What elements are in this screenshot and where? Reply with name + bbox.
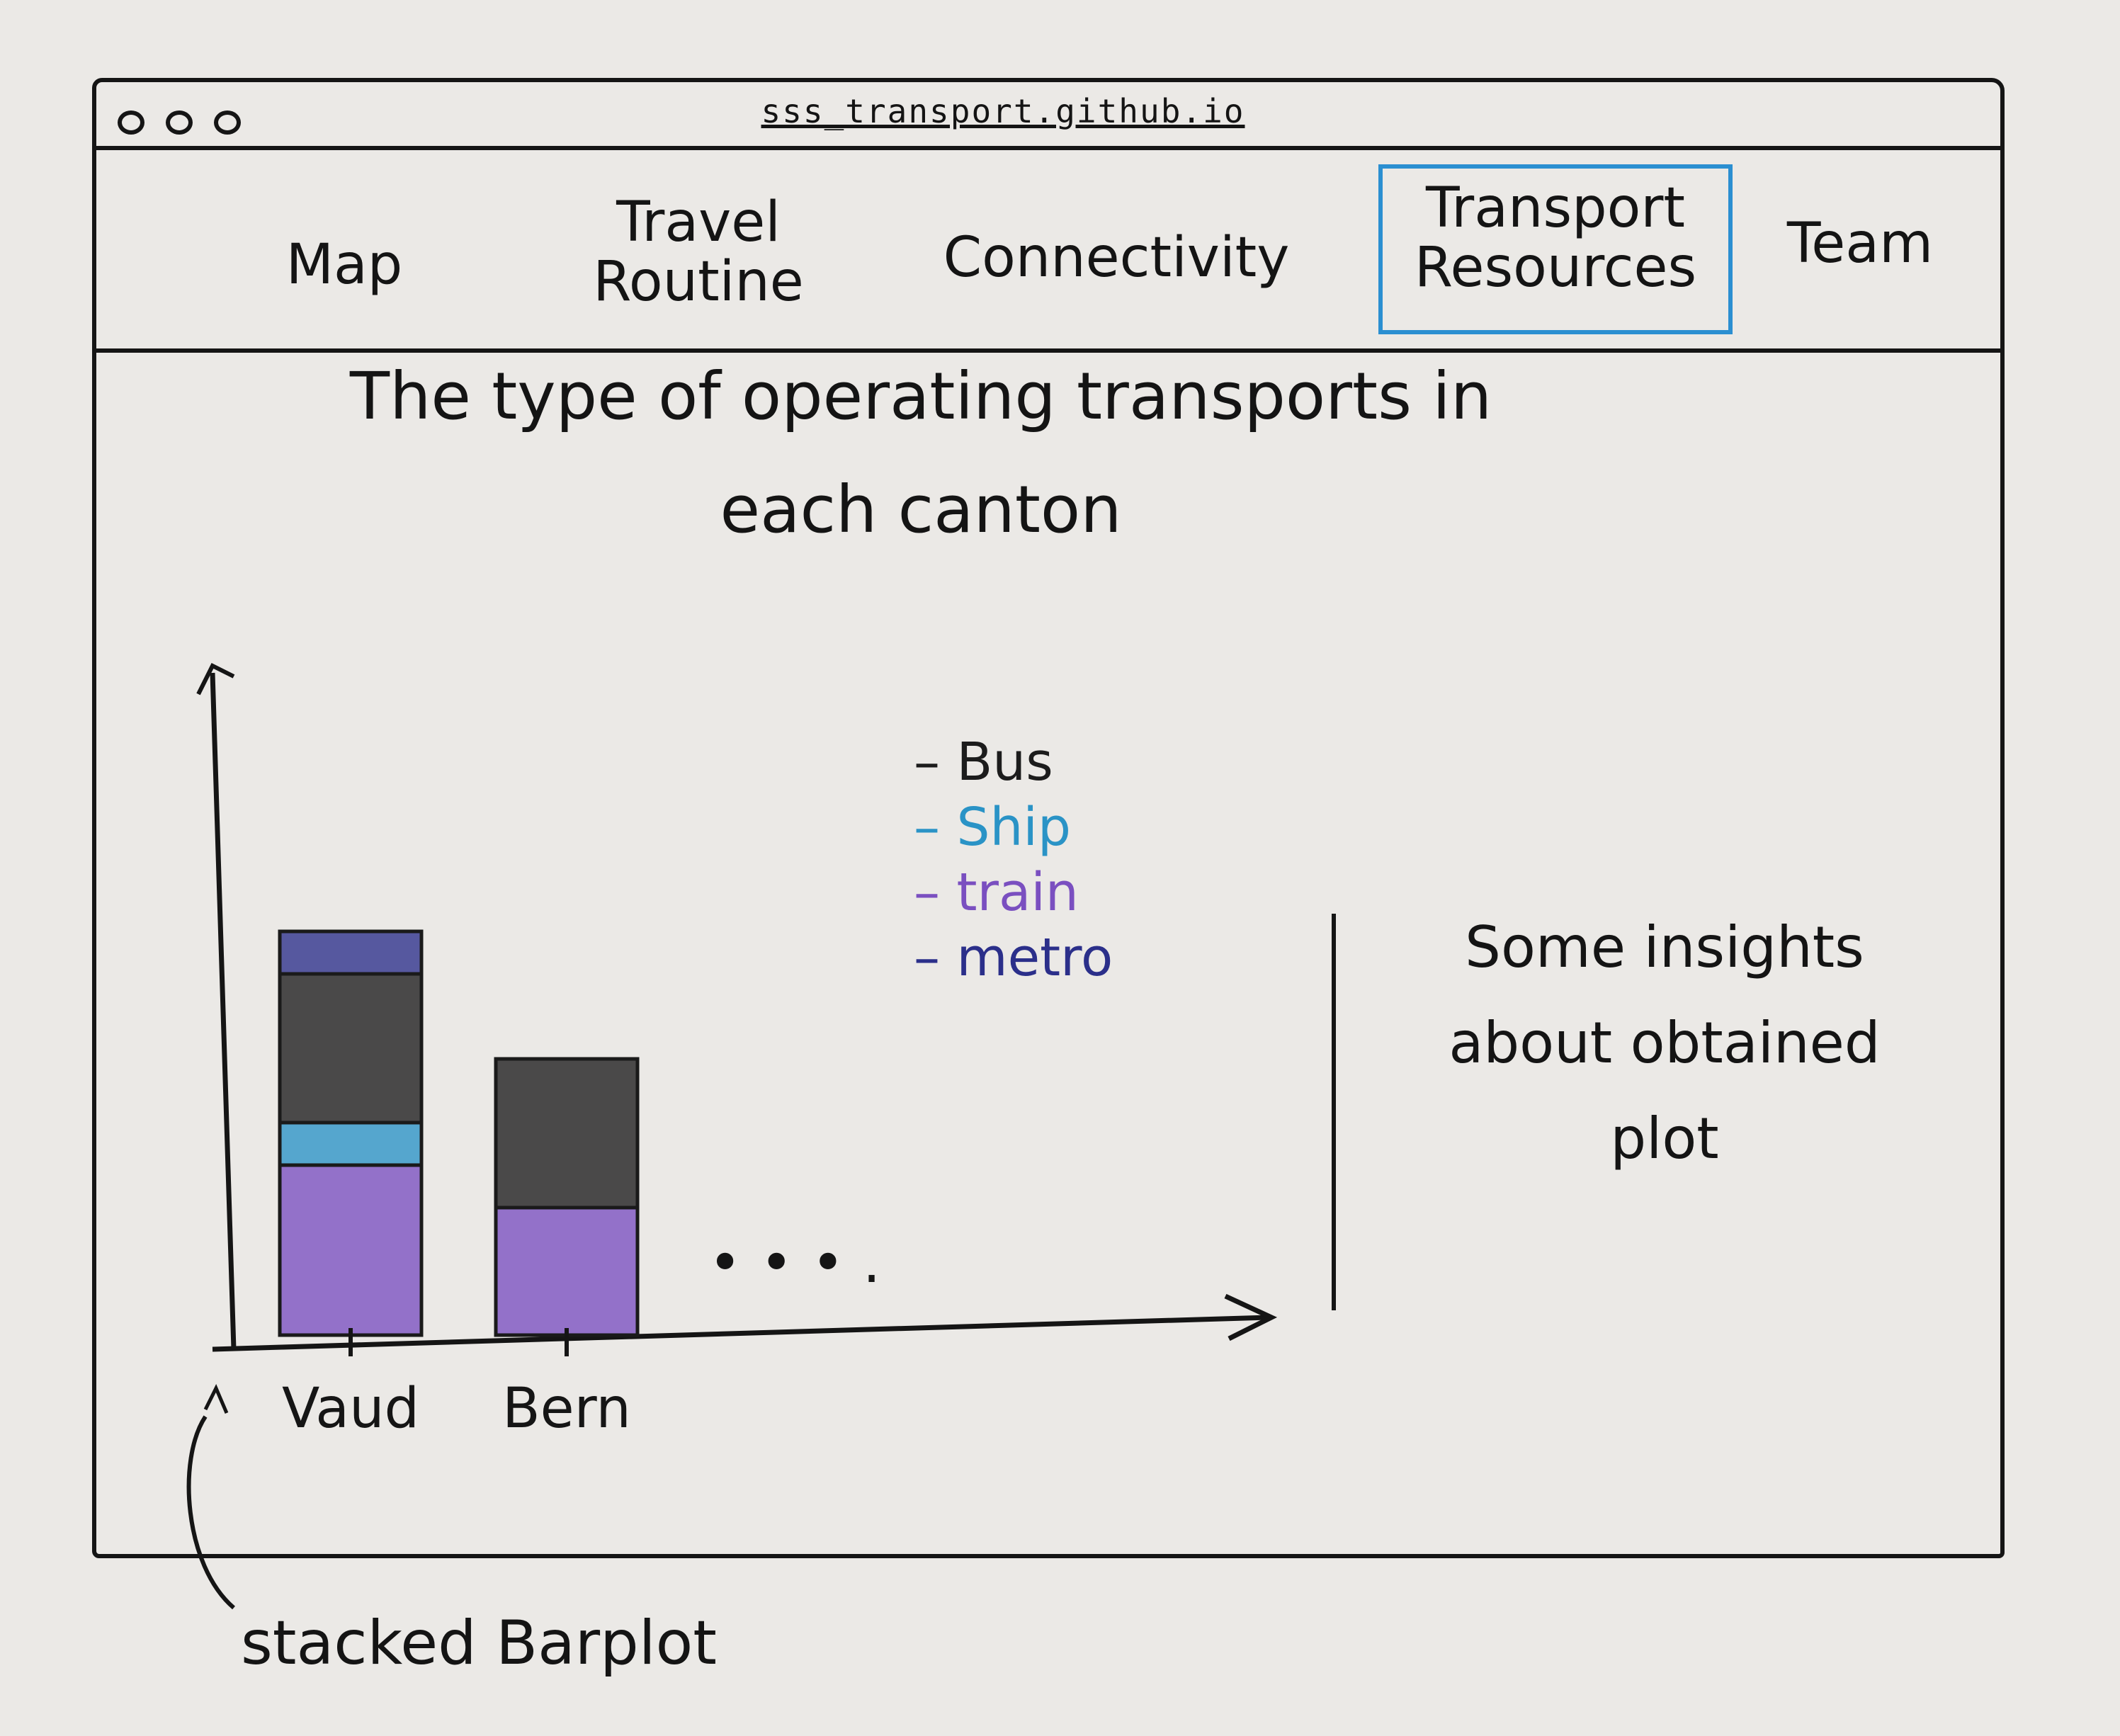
y-axis-arrowhead bbox=[196, 662, 235, 696]
browser-titlebar: sss_transport.github.io bbox=[96, 82, 2000, 150]
bar-segment-bern-train bbox=[494, 1205, 640, 1337]
x-axis bbox=[212, 1315, 1269, 1352]
bar-segment-vaud-metro bbox=[278, 929, 424, 976]
legend-train: – train bbox=[914, 862, 1079, 923]
tab-transport-resources[interactable]: Transport Resources bbox=[1378, 164, 1733, 334]
annotation-arrow bbox=[186, 1415, 235, 1610]
legend-metro: – metro bbox=[914, 927, 1113, 988]
nav-bar: Map Travel Routine Connectivity Transpor… bbox=[96, 150, 2000, 353]
tab-connectivity[interactable]: Connectivity bbox=[943, 226, 1290, 290]
chart-legend: – Bus – Ship – train – metro bbox=[914, 730, 1113, 990]
legend-ship: – Ship bbox=[914, 797, 1071, 858]
x-axis-arrowhead bbox=[1224, 1293, 1278, 1341]
insights-divider bbox=[1332, 914, 1336, 1310]
window-controls bbox=[118, 110, 241, 135]
close-window-button[interactable] bbox=[118, 110, 144, 135]
bar-segment-vaud-ship bbox=[278, 1121, 424, 1167]
bar-segment-vaud-train bbox=[278, 1163, 424, 1337]
tab-travel-routine[interactable]: Travel Routine bbox=[593, 191, 804, 314]
stacked-barplot-annotation: stacked Barplot bbox=[241, 1608, 717, 1679]
insights-text: Some insights about obtained plot bbox=[1449, 914, 1881, 1171]
tab-map[interactable]: Map bbox=[285, 233, 403, 297]
legend-bus: – Bus bbox=[914, 732, 1053, 793]
x-ticks-group: Vaud Bern bbox=[282, 1328, 631, 1441]
bar-segment-bern-bus bbox=[494, 1057, 640, 1210]
tab-team[interactable]: Team bbox=[1786, 212, 1934, 276]
minimize-window-button[interactable] bbox=[166, 110, 193, 135]
browser-window: sss_transport.github.io Map Travel Routi… bbox=[92, 78, 2005, 1558]
url-bar[interactable]: sss_transport.github.io bbox=[761, 92, 1245, 130]
bars-group bbox=[278, 929, 640, 1337]
more-categories-indicator: • • • . bbox=[708, 1230, 880, 1295]
x-tick-label-vaud: Vaud bbox=[282, 1377, 419, 1441]
y-axis bbox=[210, 672, 237, 1350]
bar-segment-vaud-bus bbox=[278, 972, 424, 1125]
x-tick-label-bern: Bern bbox=[502, 1377, 631, 1441]
maximize-window-button[interactable] bbox=[214, 110, 241, 135]
page-title: The type of operating transports in each… bbox=[349, 358, 1492, 548]
annotation-arrowhead bbox=[203, 1384, 229, 1414]
